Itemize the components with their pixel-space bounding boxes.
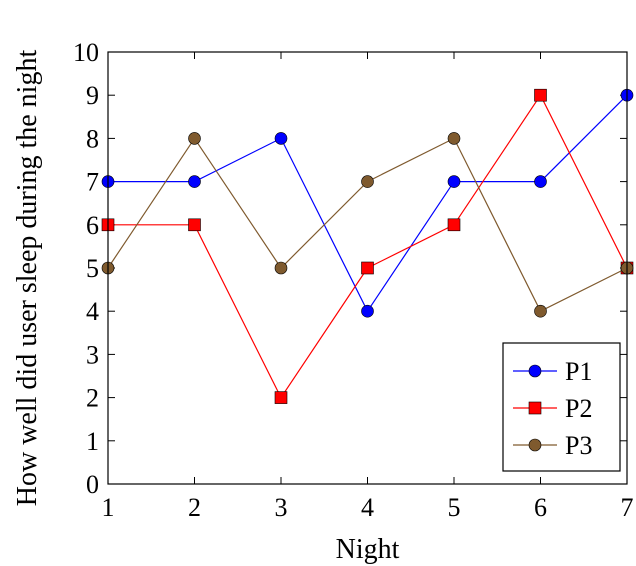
- x-tick-label: 3: [275, 493, 288, 522]
- y-tick-label: 2: [86, 384, 99, 413]
- data-point: [188, 218, 201, 232]
- x-tick-label: 1: [102, 493, 115, 522]
- y-axis-ticks: 0 1 2 3 4 5 6 7 8 9 10: [73, 38, 627, 499]
- y-tick-label: 5: [86, 254, 99, 283]
- data-point: [188, 132, 201, 145]
- x-tick-label: 7: [621, 493, 634, 522]
- legend-item-p1: P1: [513, 357, 592, 386]
- plot-frame: [107, 51, 628, 485]
- series-p3: [101, 132, 634, 318]
- legend: P1 P2 P3: [502, 342, 621, 472]
- y-tick-label: 10: [73, 38, 99, 67]
- data-point: [447, 132, 461, 145]
- data-point: [188, 175, 201, 188]
- legend-label: P3: [565, 431, 592, 460]
- y-axis-label: How well did user sleep during the night: [12, 50, 43, 507]
- series-line: [108, 94, 628, 313]
- y-tick-label: 4: [86, 297, 99, 326]
- data-point: [534, 304, 547, 318]
- legend-box: [502, 342, 621, 472]
- data-point: [274, 132, 288, 145]
- data-point: [361, 261, 374, 275]
- y-tick-label: 0: [86, 470, 99, 499]
- legend-marker: [528, 438, 542, 452]
- x-tick-label: 2: [188, 493, 201, 522]
- x-axis-label: Night: [336, 534, 400, 565]
- legend-label: P2: [565, 394, 592, 423]
- data-point: [361, 304, 374, 318]
- y-tick-label: 1: [86, 427, 99, 456]
- legend-marker: [528, 401, 542, 415]
- x-tick-label: 6: [534, 493, 547, 522]
- legend-marker: [528, 364, 542, 378]
- legend-item-p2: P2: [513, 394, 592, 423]
- y-tick-label: 6: [86, 211, 99, 240]
- series-layer: [101, 88, 634, 404]
- data-point: [274, 261, 288, 275]
- data-point: [274, 391, 288, 404]
- legend-item-p3: P3: [513, 431, 592, 460]
- data-point: [534, 175, 547, 188]
- y-tick-label: 8: [86, 124, 99, 153]
- data-point: [447, 218, 461, 232]
- data-point: [447, 175, 461, 188]
- x-tick-label: 4: [361, 493, 374, 522]
- data-point: [534, 88, 547, 102]
- y-tick-label: 9: [86, 81, 99, 110]
- data-point: [361, 175, 374, 188]
- legend-label: P1: [565, 357, 592, 386]
- y-tick-label: 3: [86, 340, 99, 369]
- x-tick-label: 5: [448, 493, 461, 522]
- y-tick-label: 7: [86, 168, 99, 197]
- series-p1: [101, 88, 634, 318]
